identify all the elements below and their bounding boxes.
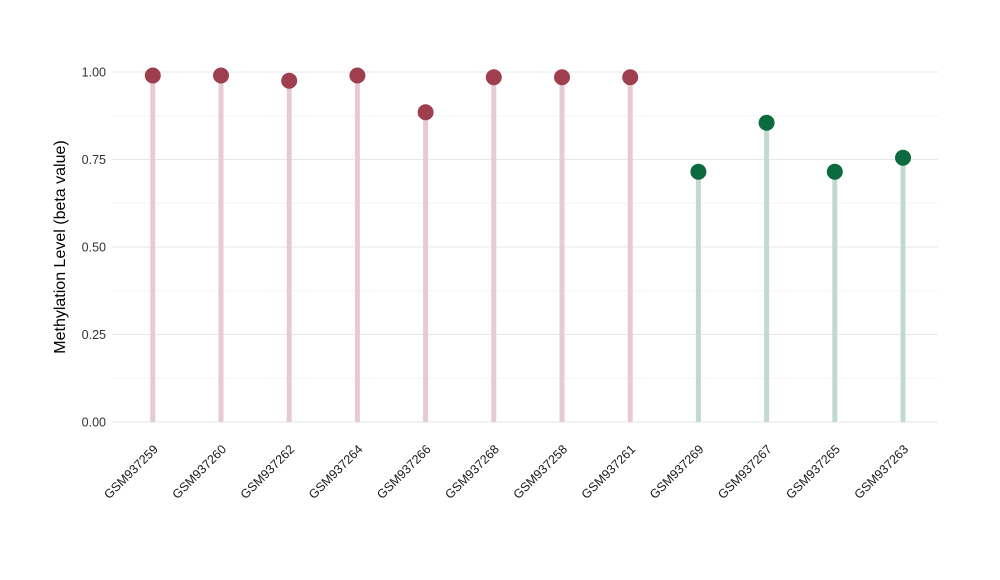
lollipop-point xyxy=(554,69,570,86)
x-category-label: GSM937264 xyxy=(306,442,366,502)
y-tick-label: 0.25 xyxy=(82,328,106,342)
lollipop-point xyxy=(758,114,775,131)
lollipop-stems xyxy=(150,75,906,422)
lollipop-point xyxy=(690,163,707,180)
x-category-label: GSM937267 xyxy=(715,442,775,502)
lollipop-point xyxy=(281,72,298,89)
y-tick-label: 1.00 xyxy=(82,66,106,80)
gridlines-major xyxy=(112,71,938,423)
lollipop-point xyxy=(349,67,366,84)
lollipop-point xyxy=(144,67,161,84)
lollipop-point xyxy=(895,149,911,166)
lollipop-point xyxy=(826,163,843,180)
lollipop-point xyxy=(485,69,502,86)
x-category-label: GSM937262 xyxy=(238,442,298,502)
x-category-label: GSM937265 xyxy=(783,442,843,502)
x-category-label: GSM937263 xyxy=(852,442,912,502)
x-category-label: GSM937261 xyxy=(579,442,639,502)
y-tick-label: 0.50 xyxy=(82,241,106,255)
x-category-label: GSM937260 xyxy=(170,442,230,502)
lollipop-points xyxy=(144,67,911,180)
x-category-label: GSM937259 xyxy=(101,442,161,502)
y-axis-title: Methylation Level (beta value) xyxy=(52,140,69,353)
x-axis-category-labels: GSM937259 GSM937260 GSM937262 GSM937264 GSM9… xyxy=(101,442,911,502)
x-category-label: GSM937268 xyxy=(442,442,502,502)
gridlines-minor xyxy=(112,115,938,379)
lollipop-point xyxy=(417,104,434,121)
x-category-label: GSM937258 xyxy=(511,442,571,502)
x-category-label: GSM937269 xyxy=(647,442,707,502)
y-tick-label: 0.75 xyxy=(82,153,106,167)
lollipop-point xyxy=(213,67,229,84)
lollipop-point xyxy=(622,69,639,86)
x-category-label: GSM937266 xyxy=(374,442,434,502)
y-axis-tick-labels: 0.00 0.25 0.50 0.75 1.00 xyxy=(82,66,106,430)
y-tick-label: 0.00 xyxy=(82,416,106,430)
